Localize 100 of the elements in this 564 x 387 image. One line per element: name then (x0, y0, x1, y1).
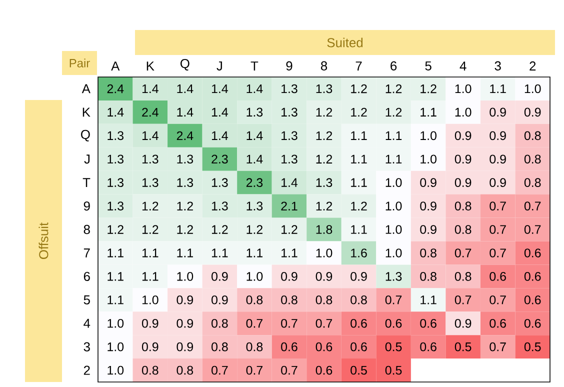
data-label: 0.9 (490, 131, 506, 140)
data-label: 1.3 (108, 202, 124, 210)
data-label: 1.2 (177, 225, 193, 234)
data-label: 1.1 (108, 248, 124, 258)
data-label: 1.3 (212, 202, 228, 210)
data-label: 0.8 (142, 366, 158, 375)
x-tick-label: 3 (494, 61, 501, 70)
data-label: 1.2 (316, 154, 332, 164)
data-label: 1.4 (246, 131, 263, 140)
data-label: 0.9 (420, 225, 436, 234)
data-label: 1.1 (108, 296, 124, 304)
data-label: 1.4 (246, 84, 263, 94)
data-label: 1.2 (386, 84, 402, 94)
data-label: 1.0 (420, 131, 436, 140)
data-label: 0.8 (454, 225, 472, 234)
data-label: 1.4 (212, 84, 228, 94)
data-label: 0.6 (524, 272, 541, 281)
data-label: 0.6 (524, 318, 541, 328)
data-label: 1.1 (351, 178, 367, 187)
data-label: 0.6 (385, 318, 402, 328)
data-label: 0.8 (454, 202, 472, 210)
data-label: 0.6 (316, 366, 332, 375)
y-tick-label: J (84, 154, 90, 164)
data-label: 0.7 (490, 225, 506, 234)
data-label: 0.7 (281, 366, 298, 375)
data-label: 1.0 (455, 108, 472, 117)
data-label: 0.8 (524, 131, 541, 140)
y-tick-label: Q (81, 130, 90, 142)
data-label: 0.5 (385, 342, 402, 352)
data-label: 0.9 (176, 318, 193, 328)
data-label: 0.9 (176, 342, 193, 352)
data-label: 0.5 (350, 366, 367, 375)
data-label: 1.3 (316, 84, 332, 94)
data-label: 0.6 (350, 342, 367, 352)
data-label: 0.5 (524, 342, 541, 352)
data-label: 1.0 (108, 342, 124, 352)
data-label: 0.6 (350, 318, 367, 328)
data-label: 1.1 (351, 225, 367, 234)
data-label: 1.2 (316, 108, 332, 117)
data-label: 1.1 (177, 248, 193, 258)
data-label: 1.3 (177, 154, 194, 164)
data-label: 1.4 (177, 108, 194, 116)
data-label: 1.1 (351, 154, 367, 164)
data-label: 2.1 (281, 202, 298, 210)
data-label: 1.3 (108, 131, 124, 140)
data-label: 1.3 (142, 178, 158, 187)
data-label: 0.7 (454, 248, 472, 258)
data-label: 0.6 (524, 295, 541, 304)
data-label: 2.4 (176, 131, 194, 140)
data-label: 1.1 (490, 84, 506, 94)
data-label: 1.2 (246, 225, 262, 234)
data-label: 2.3 (212, 154, 228, 164)
data-label: 0.9 (490, 178, 506, 187)
data-label: 0.7 (524, 225, 541, 234)
data-label: 0.9 (420, 202, 436, 210)
data-label: 1.3 (108, 178, 124, 187)
x-tick-label: 6 (390, 61, 397, 70)
x-tick-label: 4 (460, 62, 466, 70)
data-label: 0.6 (281, 342, 298, 352)
data-label: 0.6 (420, 318, 436, 328)
data-label: 1.2 (420, 84, 436, 94)
data-label: 0.7 (490, 295, 506, 304)
y-tick-label: A (82, 84, 90, 94)
y-tick-label: 8 (84, 224, 90, 234)
data-label: 1.1 (420, 296, 436, 304)
data-label: 1.1 (142, 248, 158, 258)
data-label: 1.0 (455, 84, 472, 94)
data-label: 0.9 (176, 295, 193, 304)
data-label: 0.6 (490, 272, 506, 281)
data-label: 1.3 (282, 154, 298, 164)
data-label: 0.9 (454, 154, 472, 164)
data-label: 1.0 (386, 248, 402, 258)
x-tick-label: 8 (320, 61, 328, 70)
data-label: 1.0 (316, 248, 332, 258)
data-label: 0.9 (420, 178, 436, 187)
data-label: 1.3 (282, 108, 298, 117)
data-label: 1.0 (246, 272, 263, 281)
y-tick-label: K (82, 108, 90, 117)
data-label: 1.1 (386, 154, 402, 164)
x-tick-label: 2 (530, 61, 536, 70)
x-axis-title: Suited (327, 38, 363, 48)
data-label: 1.1 (108, 272, 124, 281)
data-label: 0.8 (420, 248, 436, 258)
data-label: 1.4 (212, 108, 228, 116)
data-label: 0.8 (420, 272, 436, 281)
data-label: 1.0 (420, 154, 436, 164)
data-label: 1.3 (212, 178, 228, 187)
data-label: 1.1 (212, 248, 228, 258)
data-label: 1.3 (142, 154, 158, 164)
data-label: 1.3 (177, 178, 194, 187)
data-label: 0.9 (350, 272, 367, 281)
data-label: 0.5 (385, 366, 402, 375)
data-label: 0.8 (454, 272, 472, 281)
data-label: 1.1 (351, 131, 367, 140)
data-label: 1.0 (386, 202, 402, 210)
data-label: 1.3 (246, 108, 263, 117)
data-label: 0.7 (524, 202, 541, 210)
data-label: 1.4 (108, 108, 124, 116)
data-label: 0.8 (350, 295, 367, 304)
data-label: 1.2 (177, 202, 193, 210)
